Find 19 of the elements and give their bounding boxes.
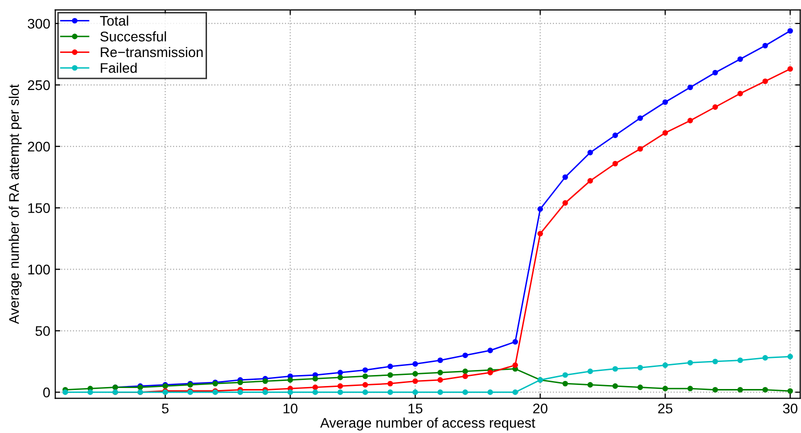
legend-label: Successful [100, 31, 166, 42]
x-axis-title: Average number of access request [320, 418, 536, 431]
legend-label: Total [100, 16, 128, 26]
x-tick-label: 25 [658, 404, 672, 414]
y-axis-title: Average number of RA attempt per slot [8, 84, 22, 324]
y-tick-label: 0 [43, 388, 50, 398]
x-tick-label: 5 [162, 404, 169, 414]
x-tick-label: 30 [783, 404, 798, 414]
legend-label: Failed [100, 62, 137, 73]
y-tick-label: 200 [28, 142, 50, 152]
y-tick-label: 100 [28, 264, 50, 274]
y-tick-label: 300 [28, 18, 50, 29]
y-tick-label: 250 [28, 80, 50, 90]
x-tick-label: 20 [533, 404, 548, 414]
legend-label: Re−transmission [100, 46, 203, 58]
x-tick-label: 15 [408, 404, 422, 414]
y-tick-label: 150 [28, 203, 50, 214]
y-tick-label: 50 [36, 326, 50, 336]
x-tick-label: 10 [284, 404, 298, 414]
